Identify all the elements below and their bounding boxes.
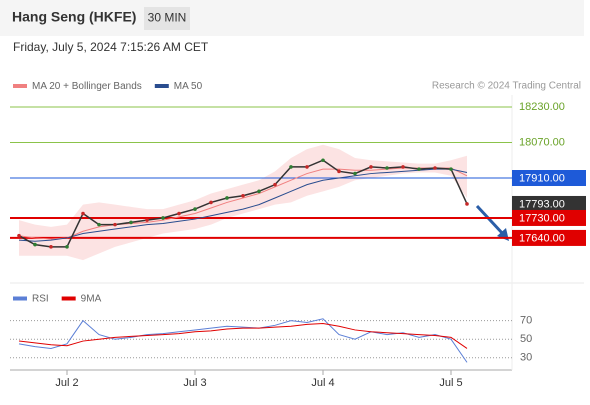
- price-point: [337, 169, 341, 174]
- level-label: 17730.00: [519, 212, 565, 224]
- price-point: [465, 202, 469, 206]
- y-tick-label: 50: [520, 333, 532, 345]
- price-point: [305, 165, 309, 169]
- price-point: [33, 242, 37, 247]
- legend-swatch: [154, 84, 169, 88]
- interval-label[interactable]: 30 MIN: [148, 11, 187, 25]
- price-point: [161, 216, 165, 220]
- rsi-line: [18, 318, 468, 363]
- x-tick-label: Jul 5: [439, 377, 462, 389]
- legend-label: 9MA: [81, 294, 102, 305]
- timestamp: Friday, July 5, 2024 7:15:26 AM CET: [13, 40, 209, 54]
- price-point: [129, 220, 133, 225]
- level-label: 17793.00: [519, 198, 565, 210]
- legend-label: MA 20 + Bollinger Bands: [32, 81, 142, 92]
- price-point: [81, 211, 85, 216]
- level-label-box: [512, 170, 586, 187]
- forecast-arrow: [475, 204, 505, 236]
- rsi-line: [18, 322, 468, 349]
- interval-button[interactable]: [144, 7, 190, 30]
- x-tick-label: Jul 4: [311, 377, 334, 389]
- price-point: [49, 245, 53, 249]
- y-tick-label: 30: [520, 352, 532, 364]
- price-point: [65, 245, 69, 249]
- title: Hang Seng (HKFE): [12, 9, 136, 25]
- legend-swatch: [13, 84, 27, 88]
- y-tick-label: 70: [520, 315, 532, 327]
- price-point: [113, 222, 117, 227]
- level-label-box: [512, 195, 586, 212]
- price-point: [257, 189, 261, 194]
- legend-swatch: [13, 296, 27, 301]
- legend-swatch: [61, 296, 76, 301]
- price-point: [433, 166, 437, 170]
- price-point: [225, 196, 229, 200]
- price-point: [145, 218, 149, 222]
- price-point: [369, 165, 373, 169]
- price-point: [209, 200, 213, 205]
- level-label: 18230.00: [519, 101, 565, 113]
- legend-label: RSI: [32, 294, 49, 305]
- legend-label: MA 50: [174, 81, 203, 92]
- price-point: [177, 211, 181, 216]
- header-bar: [0, 0, 584, 36]
- credit: Research © 2024 Trading Central: [432, 81, 581, 92]
- price-point: [97, 222, 101, 227]
- level-label: 17640.00: [519, 232, 565, 244]
- ma-line: [18, 167, 468, 240]
- price-point: [353, 171, 357, 176]
- level-label-box: [512, 229, 586, 246]
- price-point: [241, 193, 245, 198]
- level-label-box: [512, 209, 586, 226]
- price-point: [289, 165, 293, 169]
- price-point: [385, 166, 389, 170]
- x-tick-label: Jul 3: [183, 377, 206, 389]
- price-point: [417, 167, 421, 171]
- price-point: [193, 207, 197, 211]
- level-label: 18070.00: [519, 136, 565, 148]
- bollinger-band: [19, 144, 467, 261]
- price-point: [321, 158, 325, 163]
- level-label: 17910.00: [519, 172, 565, 184]
- x-tick-label: Jul 2: [55, 377, 78, 389]
- ma-line: [18, 168, 468, 242]
- price-point: [401, 165, 405, 169]
- price-point: [449, 167, 453, 171]
- price-point: [273, 182, 277, 187]
- price-point: [17, 233, 21, 238]
